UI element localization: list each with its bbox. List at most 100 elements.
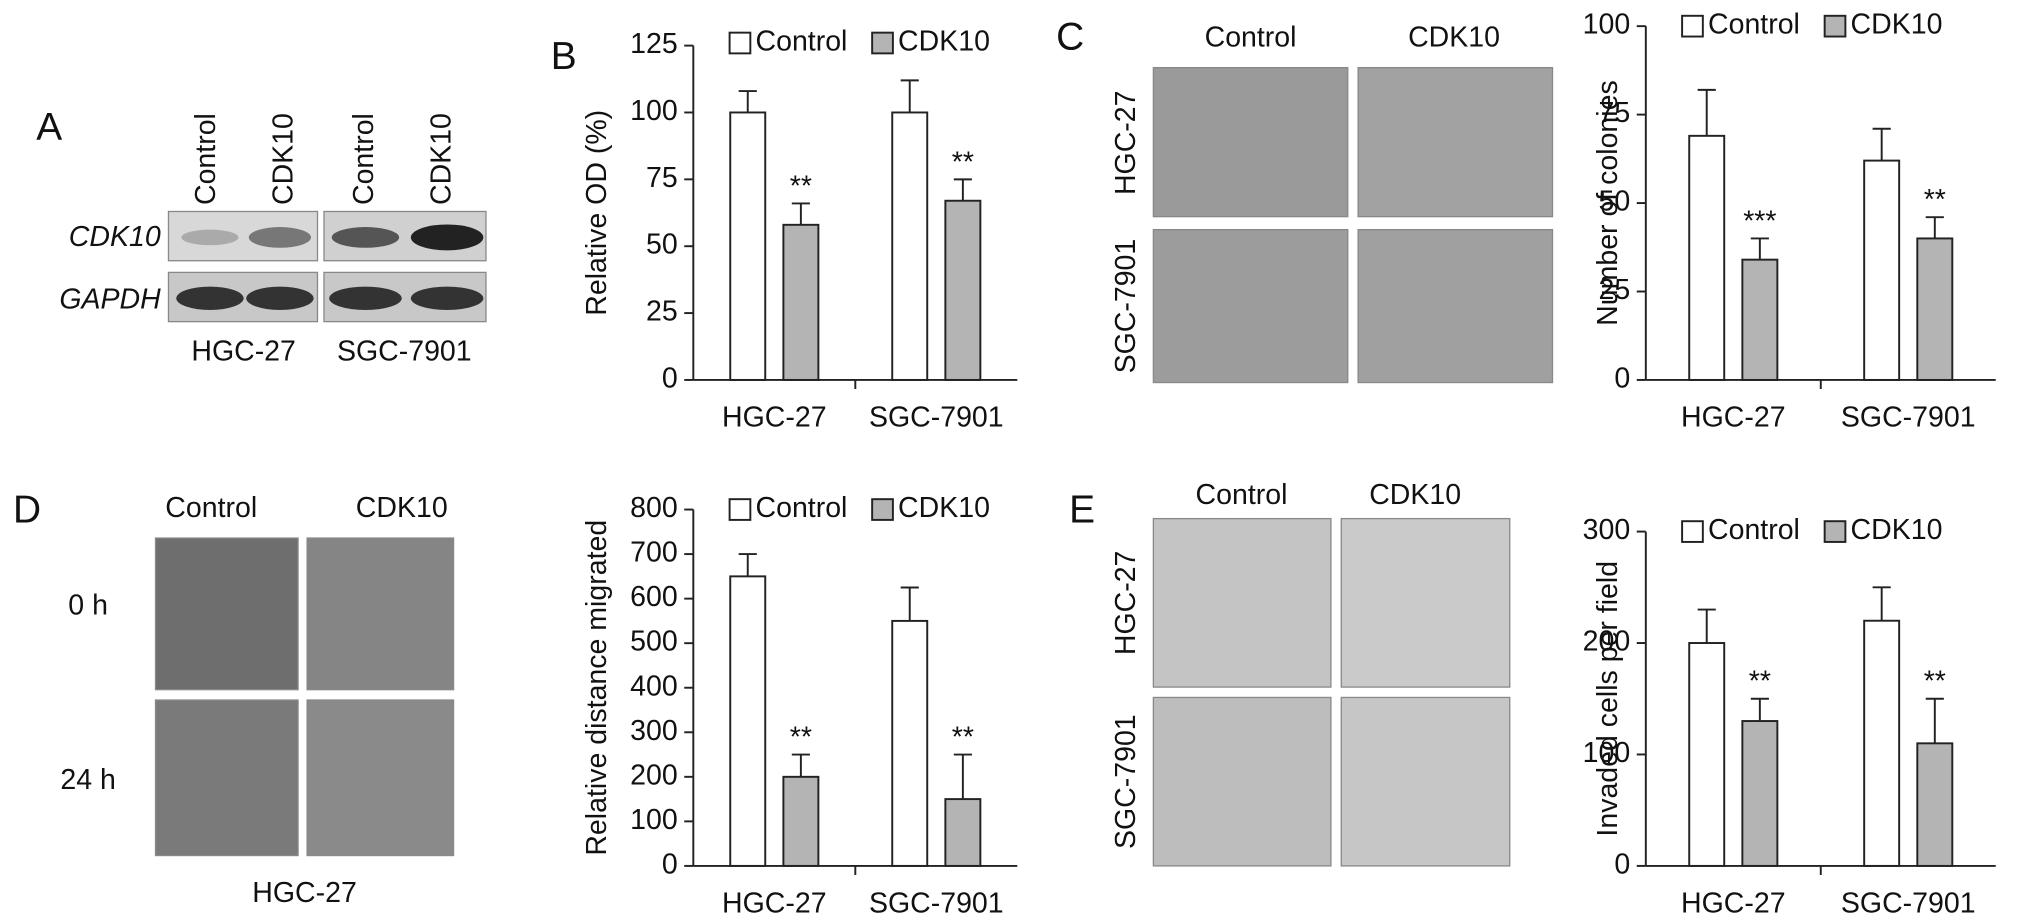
bar xyxy=(1688,642,1726,867)
caption: HGC-27 xyxy=(252,877,357,909)
x-tick-label: SGC-7901 xyxy=(1841,887,1976,918)
band xyxy=(329,286,402,310)
y-tick-label: 125 xyxy=(630,28,678,60)
panel-letter: A xyxy=(36,106,62,149)
bar xyxy=(944,798,982,867)
legend-swatch xyxy=(871,498,894,521)
micrograph xyxy=(306,537,455,691)
micrograph xyxy=(154,537,299,691)
bar xyxy=(782,775,820,867)
x-tick-label: HGC-27 xyxy=(722,887,827,918)
legend-label: Control xyxy=(756,492,848,524)
x-tick-label: SGC-7901 xyxy=(1841,401,1976,433)
legend-label: Control xyxy=(1708,514,1800,546)
cell-line-label: SGC-7901 xyxy=(337,335,472,367)
band xyxy=(181,229,239,246)
bar xyxy=(944,199,982,381)
y-tick-label: 50 xyxy=(646,229,678,261)
legend-label: Control xyxy=(1708,9,1800,41)
legend-label: CDK10 xyxy=(898,492,990,524)
band xyxy=(248,227,312,248)
micrograph xyxy=(154,699,299,857)
column-label: Control xyxy=(1196,479,1288,511)
y-tick-label: 300 xyxy=(630,715,678,747)
legend-swatch xyxy=(871,31,894,55)
y-tick-label: 500 xyxy=(630,626,678,658)
y-tick-label: 100 xyxy=(630,95,678,127)
micrograph xyxy=(1152,696,1332,867)
bar xyxy=(729,111,767,381)
legend-swatch xyxy=(1681,14,1704,38)
significance-label: ** xyxy=(1749,666,1771,698)
x-tick-label: SGC-7901 xyxy=(869,401,1004,433)
bar xyxy=(782,223,820,381)
legend-swatch xyxy=(728,31,752,55)
column-label: CDK10 xyxy=(426,113,458,205)
band xyxy=(410,224,484,251)
y-tick-label: 75 xyxy=(646,162,678,194)
column-label: CDK10 xyxy=(268,113,300,205)
y-axis-label: Relative distance migrated xyxy=(581,520,613,856)
significance-label: ** xyxy=(1924,666,1946,698)
band xyxy=(331,227,400,248)
y-axis-label: Number of colonies xyxy=(1592,80,1624,326)
x-tick-label: HGC-27 xyxy=(722,401,827,433)
cell-line-label: HGC-27 xyxy=(191,335,296,367)
bar xyxy=(891,619,929,867)
x-tick-label: HGC-27 xyxy=(1681,887,1786,918)
bar xyxy=(729,575,767,867)
y-tick-label: 200 xyxy=(630,759,678,791)
column-label: CDK10 xyxy=(1408,22,1500,54)
micrograph xyxy=(1357,66,1554,218)
y-tick-label: 0 xyxy=(662,362,678,394)
legend-label: CDK10 xyxy=(1851,514,1943,546)
y-tick-label: 400 xyxy=(630,670,678,702)
column-label: CDK10 xyxy=(1369,479,1461,511)
y-tick-label: 600 xyxy=(630,581,678,613)
y-axis-label: Invaded cells per field xyxy=(1592,561,1624,837)
significance-label: ** xyxy=(1924,184,1946,216)
row-label: HGC-27 xyxy=(1110,551,1142,656)
significance-label: ** xyxy=(790,170,812,202)
bar xyxy=(1741,720,1779,867)
micrograph xyxy=(1152,66,1349,218)
y-tick-label: 700 xyxy=(630,537,678,569)
y-tick-label: 100 xyxy=(1583,737,1631,769)
row-label: GAPDH xyxy=(59,283,161,315)
y-tick-label: 75 xyxy=(1599,97,1631,129)
row-label: HGC-27 xyxy=(1110,91,1142,196)
significance-label: ** xyxy=(790,722,812,754)
y-tick-label: 25 xyxy=(1599,274,1631,306)
legend-label: CDK10 xyxy=(1851,9,1943,41)
bar xyxy=(1916,237,1954,381)
row-label: 0 h xyxy=(68,589,108,621)
band xyxy=(176,286,244,310)
legend-label: Control xyxy=(756,26,848,58)
y-tick-label: 0 xyxy=(662,848,678,880)
y-tick-label: 25 xyxy=(646,296,678,328)
y-axis-label: Relative OD (%) xyxy=(581,110,613,316)
micrograph xyxy=(1152,517,1332,688)
row-label: CDK10 xyxy=(69,221,161,253)
micrograph xyxy=(306,699,455,857)
x-tick-label: SGC-7901 xyxy=(869,887,1004,918)
significance-label: ** xyxy=(952,722,974,754)
y-tick-label: 100 xyxy=(630,804,678,836)
legend-label: CDK10 xyxy=(898,26,990,58)
row-label: 24 h xyxy=(60,764,115,796)
micrograph xyxy=(1340,696,1511,867)
panel-letter: B xyxy=(551,35,577,78)
bar xyxy=(1863,159,1901,381)
y-tick-label: 300 xyxy=(1583,514,1631,546)
panel-letter: C xyxy=(1056,15,1084,58)
y-tick-label: 50 xyxy=(1599,186,1631,218)
y-tick-label: 200 xyxy=(1583,626,1631,658)
bar xyxy=(1916,742,1954,867)
y-tick-label: 0 xyxy=(1614,848,1630,880)
significance-label: *** xyxy=(1743,205,1776,237)
micrograph xyxy=(1152,228,1349,384)
band xyxy=(246,286,314,310)
micrograph xyxy=(1340,517,1511,688)
